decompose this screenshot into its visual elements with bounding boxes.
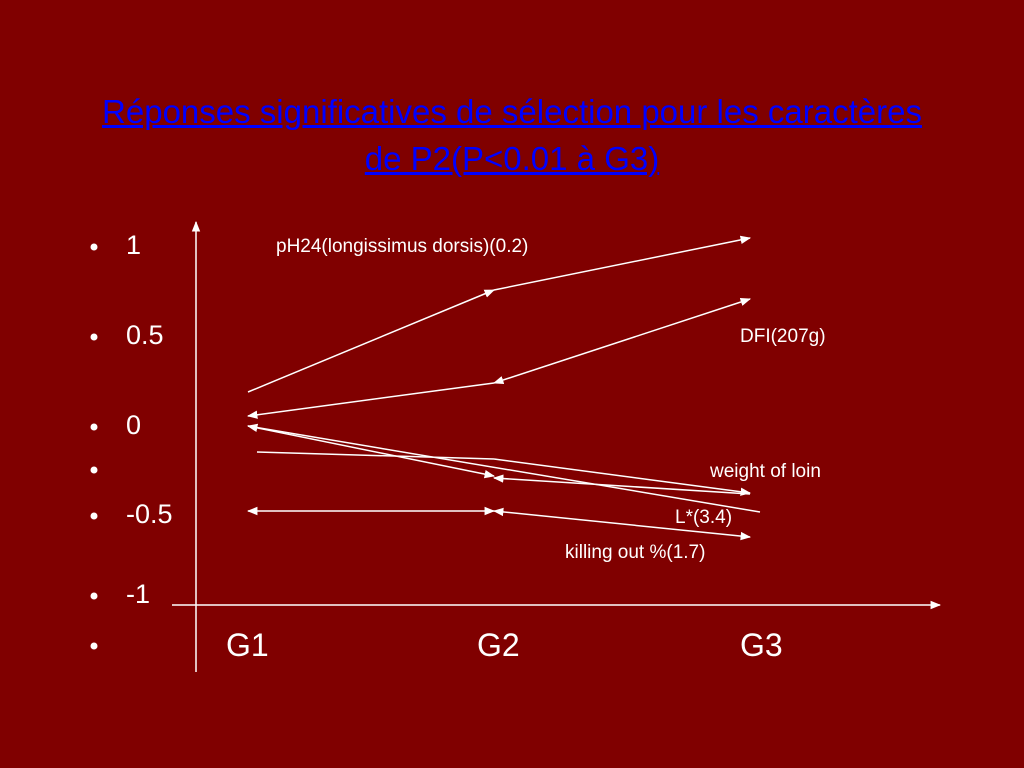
- x-label: G2: [477, 627, 520, 663]
- x-label: G3: [740, 627, 783, 663]
- y-label: -1: [126, 579, 151, 609]
- bullets: [90, 243, 98, 650]
- y-label: 1: [126, 230, 142, 260]
- trait-label: DFI(207g): [740, 326, 826, 347]
- x-label: G1: [226, 627, 269, 663]
- trait-label: L*(3.4): [675, 507, 733, 528]
- trait-label: weight of loin: [710, 461, 821, 482]
- trait-label: pH24(longissimus dorsis)(0.2): [276, 236, 529, 257]
- trait-label: killing out %(1.7): [565, 542, 706, 563]
- y-label: 0.5: [126, 320, 164, 350]
- y-label: -0.5: [126, 499, 173, 529]
- y-label: 0: [126, 410, 142, 440]
- slide-title: Réponses significatives de sélection pou…: [102, 93, 922, 177]
- arrows: [172, 220, 942, 672]
